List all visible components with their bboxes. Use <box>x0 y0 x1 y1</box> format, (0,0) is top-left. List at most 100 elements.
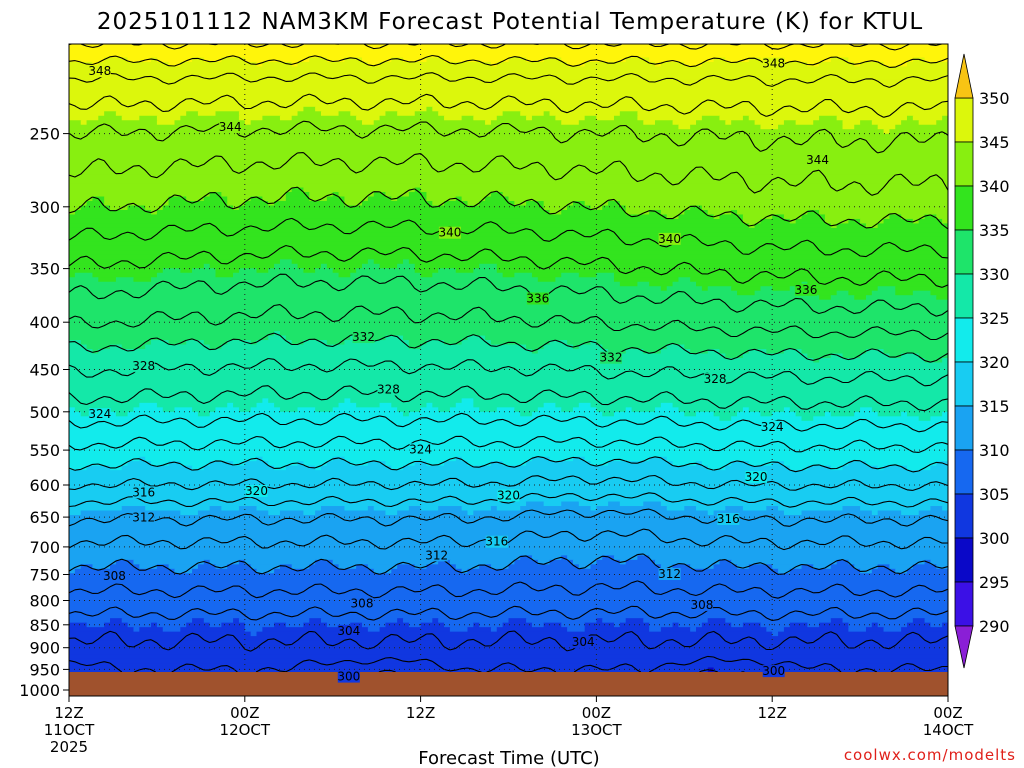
theta-band-cell <box>438 407 451 413</box>
theta-band-cell <box>918 120 937 126</box>
theta-band-cell <box>127 461 152 467</box>
theta-band-cell <box>666 286 703 292</box>
theta-band-cell <box>110 564 140 570</box>
theta-band-cell <box>713 564 738 570</box>
theta-band-cell <box>725 120 732 126</box>
theta-band-cell <box>502 461 527 467</box>
theta-band-cell <box>221 57 246 63</box>
theta-band-cell <box>461 456 533 462</box>
theta-band-cell <box>420 187 948 193</box>
colorbar-label: 310 <box>979 441 1010 460</box>
colorbar-swatch <box>954 581 974 627</box>
theta-band-cell <box>608 201 621 207</box>
theta-band-cell <box>655 120 674 126</box>
theta-band-cell <box>69 169 948 175</box>
theta-band-cell <box>690 277 948 283</box>
theta-band-cell <box>344 201 363 207</box>
theta-band-cell <box>69 335 269 341</box>
theta-band-cell <box>461 398 474 404</box>
theta-band-cell <box>69 165 948 171</box>
theta-band-cell <box>69 183 948 189</box>
theta-band-cell <box>725 465 791 471</box>
theta-band-cell <box>362 201 433 207</box>
theta-band-cell <box>268 510 281 516</box>
theta-band-cell <box>238 506 258 512</box>
theta-band-cell <box>877 622 908 628</box>
theta-band-cell <box>660 402 674 408</box>
theta-band-cell <box>830 564 855 570</box>
contour-line-332 <box>69 304 948 341</box>
theta-band-cell <box>332 268 357 274</box>
theta-band-cell <box>426 106 433 112</box>
theta-band-cell <box>690 564 715 570</box>
theta-band-cell <box>502 111 521 117</box>
theta-band-cell <box>842 120 861 126</box>
theta-band-cell <box>871 120 902 126</box>
theta-band-cell <box>309 57 328 63</box>
theta-band-cell <box>115 277 135 283</box>
theta-band-cell <box>696 411 715 417</box>
theta-band-cell <box>69 443 948 449</box>
colorbar-label: 330 <box>979 265 1010 284</box>
theta-band-cell <box>180 268 193 274</box>
theta-band-cell <box>162 407 176 413</box>
theta-band-cell <box>613 115 639 121</box>
theta-band-cell <box>531 349 539 355</box>
theta-band-cell <box>449 627 469 633</box>
theta-band-cell <box>520 555 533 561</box>
theta-band-cell <box>69 519 948 525</box>
theta-band-cell <box>373 506 410 512</box>
theta-band-cell <box>315 407 334 413</box>
theta-band-cell <box>783 349 803 355</box>
contour-label: 340 <box>438 226 461 240</box>
theta-band-cell <box>86 465 111 471</box>
theta-band-cell <box>385 622 410 628</box>
theta-band-cell <box>924 358 943 364</box>
theta-band-cell <box>69 358 814 364</box>
theta-band-cell <box>789 622 808 628</box>
theta-band-cell <box>69 187 293 193</box>
theta-band-cell <box>69 281 621 287</box>
theta-band-cell <box>696 281 803 287</box>
theta-band-cell <box>69 510 82 516</box>
theta-band-cell <box>192 618 205 624</box>
theta-band-cell <box>69 479 948 485</box>
theta-band-cell <box>672 120 697 126</box>
theta-band-cell <box>250 407 281 413</box>
theta-band-cell <box>233 402 258 408</box>
theta-band-cell <box>303 622 328 628</box>
theta-band-cell <box>145 456 258 462</box>
theta-band-cell <box>520 506 592 512</box>
theta-band-cell <box>567 555 603 561</box>
theta-band-cell <box>930 290 948 296</box>
colorbar-swatch <box>954 493 974 539</box>
theta-band-cell <box>303 268 316 274</box>
theta-band-cell <box>69 515 948 521</box>
colorbar-label: 350 <box>979 89 1010 108</box>
theta-band-cell <box>133 559 205 565</box>
y-tick-label: 900 <box>29 639 60 658</box>
contour-line-306 <box>69 605 948 622</box>
theta-band-cell <box>69 232 948 238</box>
theta-band-cell <box>426 461 445 467</box>
theta-band-cell <box>795 120 814 126</box>
theta-band-cell <box>69 375 948 382</box>
theta-band-cell <box>385 111 398 117</box>
theta-band-cell <box>432 618 439 624</box>
contour-label-bg <box>337 624 360 637</box>
colorbar-swatch <box>954 229 974 275</box>
contour-line-338 <box>69 217 948 259</box>
theta-band-cell <box>69 523 948 530</box>
theta-band-cell <box>250 196 263 202</box>
theta-band-cell <box>203 465 275 471</box>
contour-label-bg <box>761 420 784 433</box>
theta-band-cell <box>69 254 948 260</box>
theta-band-cell <box>590 564 662 570</box>
colorbar: 350 345 340 335 330 325 320 315 310 305 300 295 290 <box>954 53 1010 669</box>
theta-band-cell <box>467 335 486 341</box>
theta-band-cell <box>69 299 948 305</box>
theta-band-cell <box>696 506 726 512</box>
theta-band-cell <box>221 344 410 350</box>
theta-band-cell <box>69 577 948 583</box>
theta-band-cell <box>69 532 948 539</box>
